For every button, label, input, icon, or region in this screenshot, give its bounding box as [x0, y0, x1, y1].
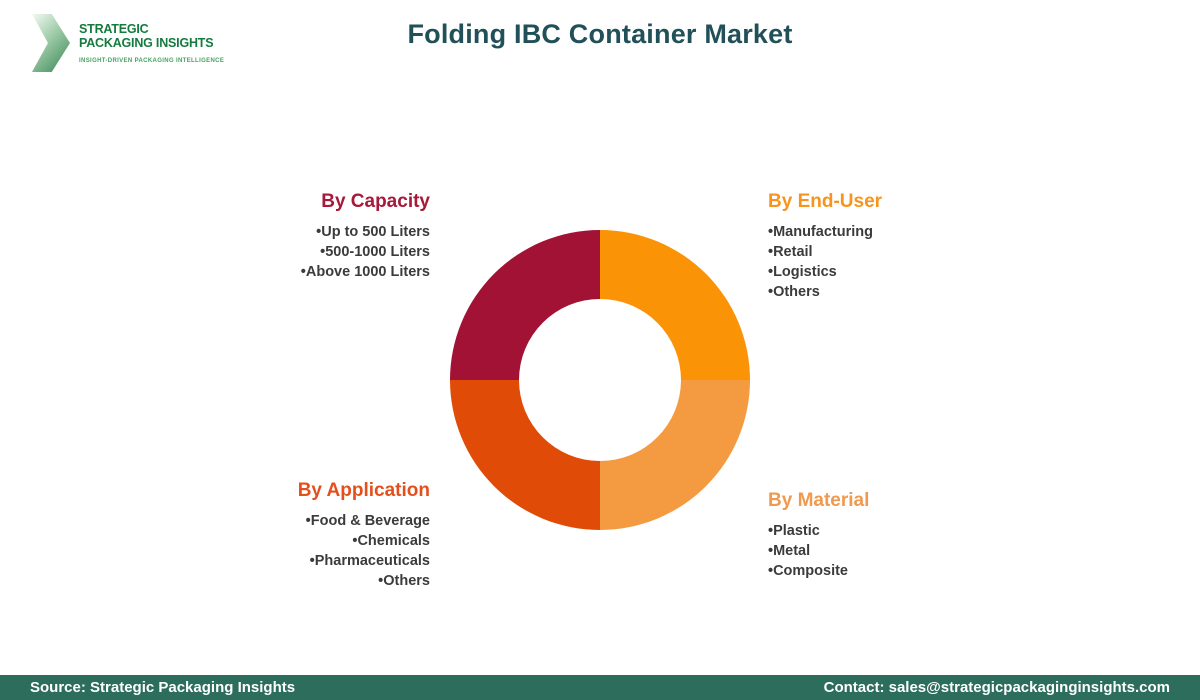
legend-item: Pharmaceuticals	[298, 551, 430, 571]
donut-chart	[450, 230, 750, 530]
legend-item: Composite	[768, 561, 869, 581]
legend-item: Above 1000 Liters	[301, 262, 430, 282]
legend-by-capacity: By Capacity Up to 500 Liters 500-1000 Li…	[301, 191, 430, 282]
logo-line2: PACKAGING INSIGHTS	[79, 35, 214, 50]
legend-item: Others	[298, 571, 430, 591]
legend-by-application: By Application Food & Beverage Chemicals…	[298, 480, 430, 591]
source-text: Source: Strategic Packaging Insights	[30, 679, 296, 696]
legend-list-end-user: Manufacturing Retail Logistics Others	[768, 222, 882, 302]
legend-list-application: Food & Beverage Chemicals Pharmaceutical…	[298, 511, 430, 591]
logo-text: STRATEGIC PACKAGING INSIGHTS INSIGHT-DRI…	[79, 14, 224, 64]
donut-segment	[600, 380, 750, 530]
legend-heading-capacity: By Capacity	[321, 191, 430, 212]
legend-heading-material: By Material	[768, 490, 870, 511]
legend-by-material: By Material Plastic Metal Composite	[768, 490, 869, 581]
legend-list-material: Plastic Metal Composite	[768, 521, 869, 581]
legend-by-end-user: By End-User Manufacturing Retail Logisti…	[768, 191, 882, 302]
legend-item: Chemicals	[298, 531, 430, 551]
legend-item: 500-1000 Liters	[301, 242, 430, 262]
legend-item: Plastic	[768, 521, 869, 541]
legend-item: Up to 500 Liters	[301, 222, 430, 242]
legend-item: Retail	[768, 242, 882, 262]
legend-item: Others	[768, 282, 882, 302]
legend-item: Food & Beverage	[298, 511, 430, 531]
legend-item: Metal	[768, 541, 869, 561]
logo-line1: STRATEGIC	[79, 22, 149, 36]
donut-segment	[450, 380, 600, 530]
donut-segment	[600, 230, 750, 380]
legend-list-capacity: Up to 500 Liters 500-1000 Liters Above 1…	[301, 222, 430, 282]
contact-text: Contact: sales@strategicpackaginginsight…	[823, 679, 1170, 696]
legend-item: Logistics	[768, 262, 882, 282]
company-logo: STRATEGIC PACKAGING INSIGHTS INSIGHT-DRI…	[32, 14, 224, 72]
page-title: Folding IBC Container Market	[407, 19, 793, 49]
logo-tagline: INSIGHT-DRIVEN PACKAGING INTELLIGENCE	[79, 58, 225, 64]
footer-bar: Source: Strategic Packaging Insights Con…	[0, 675, 1200, 700]
legend-heading-application: By Application	[297, 480, 430, 501]
legend-item: Manufacturing	[768, 222, 882, 242]
legend-heading-end-user: By End-User	[768, 191, 883, 212]
donut-segment	[450, 230, 600, 380]
